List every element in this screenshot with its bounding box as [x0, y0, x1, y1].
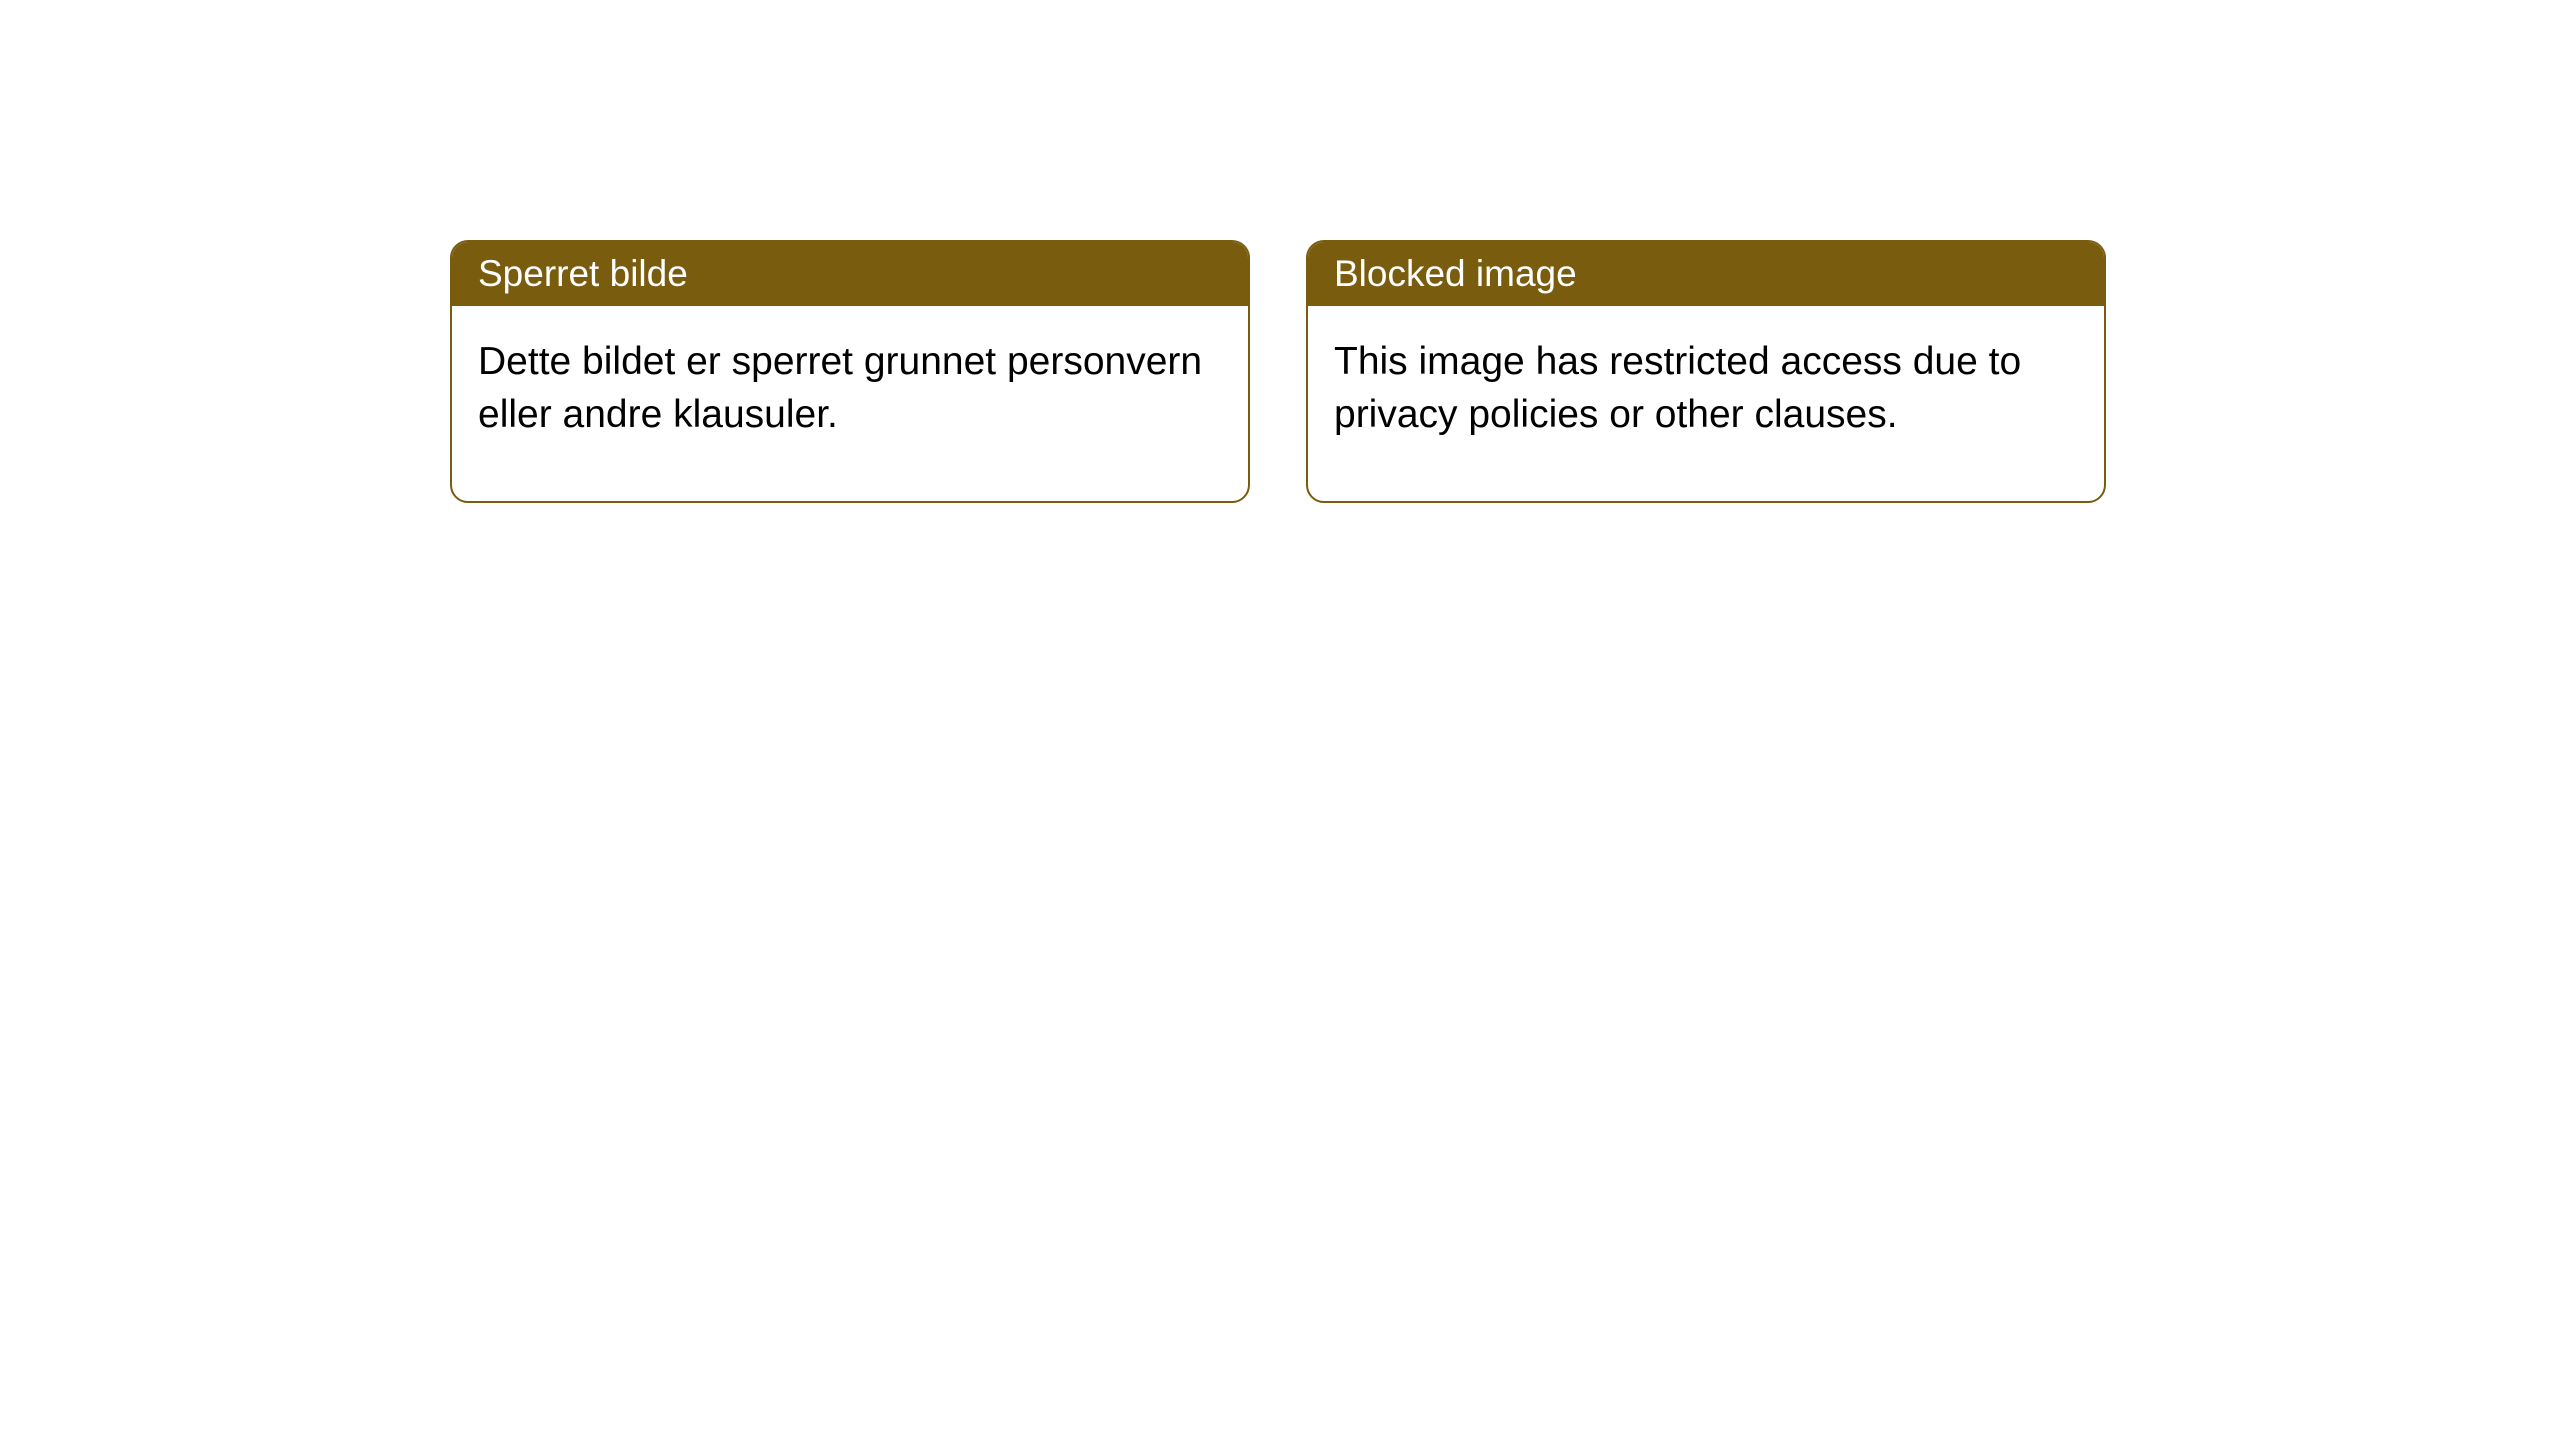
notice-card-en: Blocked image This image has restricted … — [1306, 240, 2106, 503]
notice-card-no: Sperret bilde Dette bildet er sperret gr… — [450, 240, 1250, 503]
notice-body-no: Dette bildet er sperret grunnet personve… — [452, 306, 1248, 501]
notice-title-no: Sperret bilde — [452, 242, 1248, 306]
notice-container: Sperret bilde Dette bildet er sperret gr… — [0, 0, 2560, 503]
notice-body-en: This image has restricted access due to … — [1308, 306, 2104, 501]
notice-title-en: Blocked image — [1308, 242, 2104, 306]
